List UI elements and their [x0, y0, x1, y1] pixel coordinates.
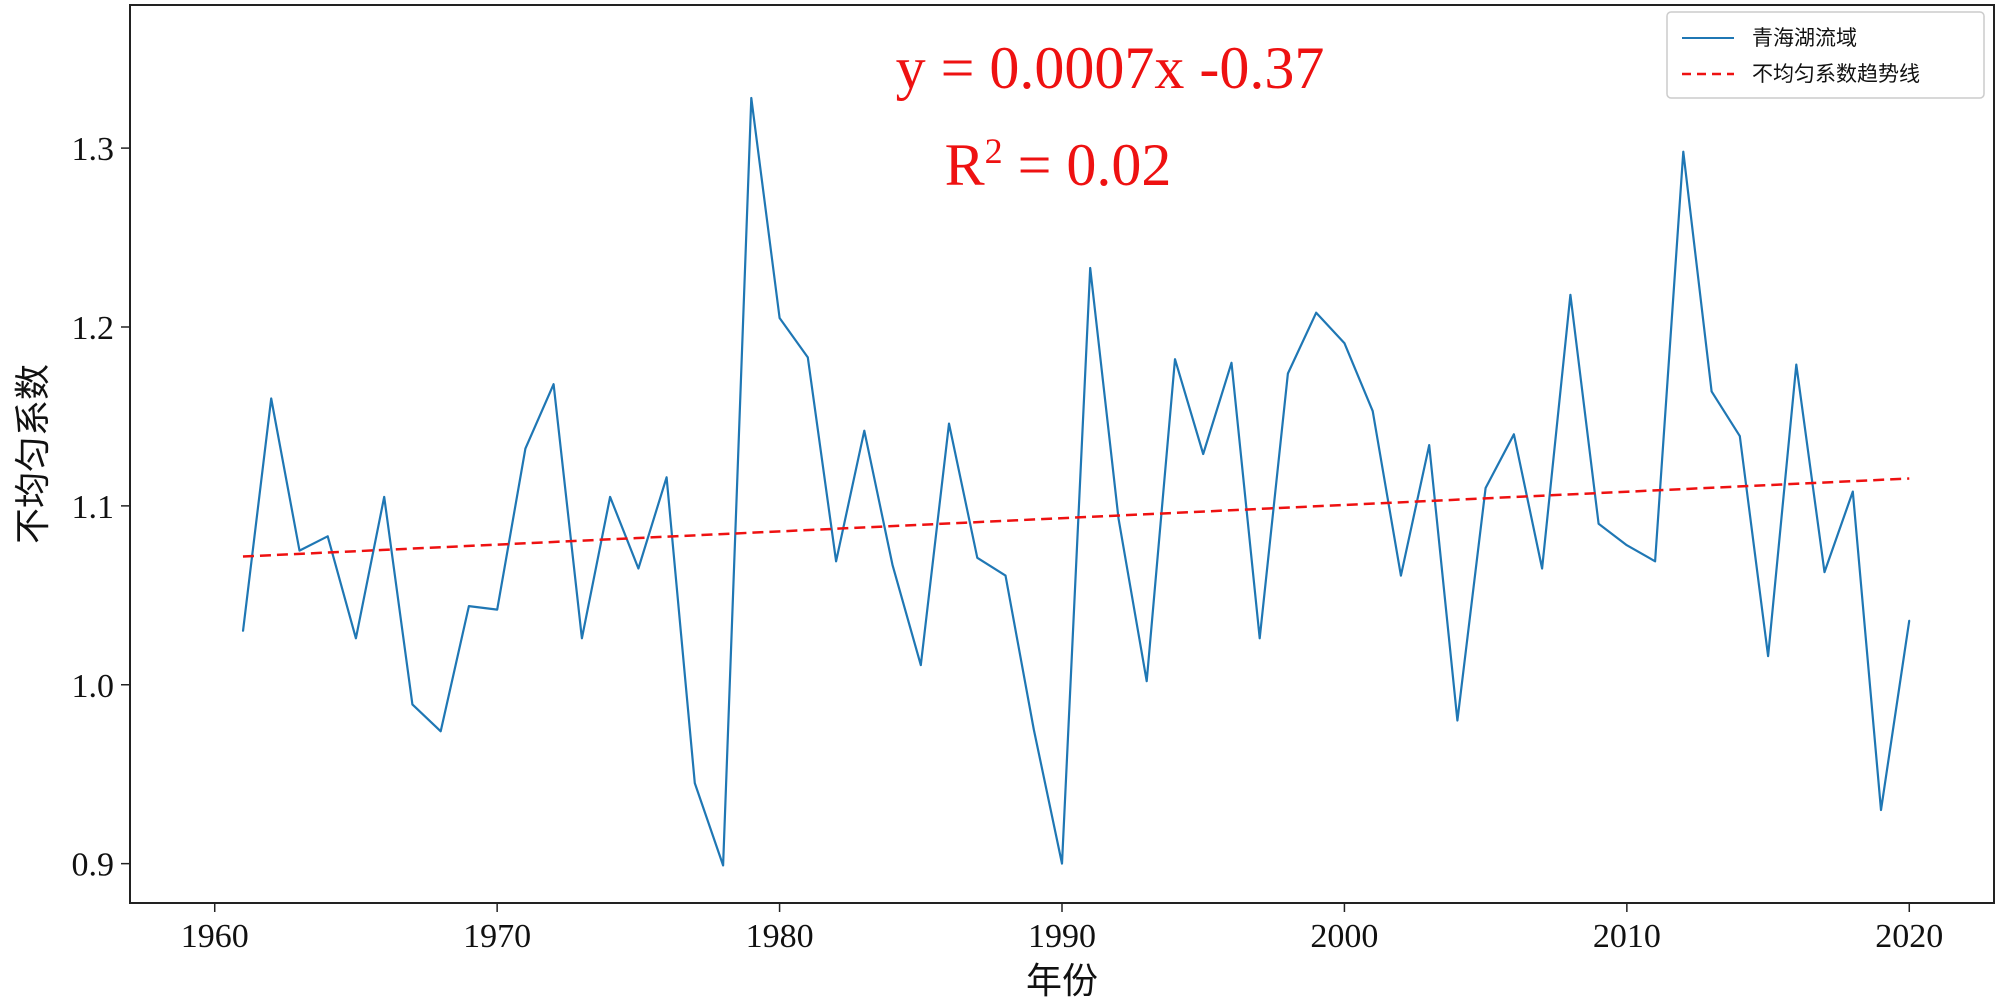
- series-point-2004: [1456, 719, 1459, 722]
- series-point-1968: [439, 730, 442, 733]
- series-point-2009: [1597, 522, 1600, 525]
- series-point-1981: [807, 356, 809, 359]
- series-point-2010: [1626, 544, 1628, 547]
- ticks-layer: 1960 1970 1980 1990 2000 2010 2020 0.9 1.0 1.1 1.2…: [72, 131, 1944, 955]
- series-point-1967: [411, 703, 414, 706]
- series-point-2001: [1371, 410, 1374, 412]
- series-point-1976: [665, 476, 668, 479]
- series-point-1977: [694, 782, 696, 784]
- series-point-1966: [383, 496, 385, 498]
- y-tick-label-1.0: 1.0: [72, 668, 115, 705]
- series-point-2007: [1541, 567, 1543, 570]
- series-point-1990: [1061, 862, 1063, 865]
- x-tick-label-1990: 1990: [1028, 918, 1096, 955]
- series-point-2015: [1767, 655, 1769, 657]
- series-point-2019: [1880, 809, 1882, 811]
- y-tick-label-0.9: 0.9: [72, 847, 115, 884]
- series-point-2020: [1908, 619, 1911, 622]
- legend: 青海湖流域 不均匀系数趋势线: [1666, 11, 1985, 99]
- legend-box: [1666, 11, 1985, 99]
- r-squared-symbol: R: [945, 132, 985, 198]
- trend-equation: y = 0.0007x -0.37: [896, 35, 1325, 101]
- series-point-1973: [581, 637, 583, 640]
- series-point-1991: [1089, 267, 1092, 269]
- series-point-2002: [1400, 574, 1402, 577]
- series-point-2018: [1851, 490, 1854, 493]
- series-point-1988: [1004, 574, 1007, 577]
- r-squared-value: = 0.02: [1003, 132, 1172, 198]
- legend-series-label: 青海湖流域: [1752, 26, 1857, 50]
- series-point-1983: [863, 429, 866, 432]
- r-squared-annotation: R2 = 0.02: [945, 131, 1172, 198]
- series-point-1969: [468, 605, 470, 607]
- series-point-1994: [1174, 358, 1176, 360]
- series-point-1993: [1145, 680, 1148, 682]
- x-tick-label-2020: 2020: [1875, 918, 1943, 955]
- r-squared-superscript: 2: [985, 131, 1003, 171]
- series-point-1998: [1287, 372, 1289, 375]
- series-point-2008: [1569, 293, 1572, 296]
- series-point-2016: [1795, 363, 1798, 366]
- series-line-qinghai-lake: [241, 96, 1911, 867]
- series-point-1971: [524, 447, 527, 450]
- series-point-2006: [1513, 433, 1515, 436]
- series-point-1965: [355, 637, 357, 640]
- y-tick-label-1.2: 1.2: [72, 310, 115, 347]
- x-tick-label-2000: 2000: [1310, 918, 1378, 955]
- x-axis-title: 年份: [1026, 961, 1098, 1002]
- x-tick-label-2010: 2010: [1593, 918, 1661, 955]
- series-point-1996: [1230, 361, 1233, 364]
- series-point-1970: [496, 608, 498, 611]
- x-tick-label-1960: 1960: [181, 918, 249, 955]
- x-tick-label-1970: 1970: [463, 918, 531, 955]
- series-point-1989: [1032, 728, 1035, 731]
- series-point-1995: [1202, 453, 1205, 455]
- series-point-1980: [778, 317, 781, 319]
- series-point-2014: [1739, 435, 1741, 437]
- series-point-2005: [1484, 487, 1487, 489]
- y-axis-title: 不均匀系数: [13, 364, 54, 544]
- trend-line: [242, 477, 1910, 558]
- plot-layer: [241, 96, 1911, 867]
- series-point-2011: [1654, 560, 1656, 563]
- series-point-1975: [637, 567, 640, 570]
- series-point-1997: [1258, 637, 1261, 640]
- legend-trend-label: 不均匀系数趋势线: [1752, 62, 1920, 86]
- y-tick-label-1.3: 1.3: [72, 131, 115, 168]
- series-point-1962: [270, 397, 273, 400]
- series-point-2017: [1823, 571, 1826, 573]
- series-point-2012: [1682, 150, 1685, 153]
- series-point-1987: [976, 556, 979, 559]
- series-point-1972: [552, 383, 555, 386]
- series-point-2013: [1710, 390, 1713, 393]
- series-point-2003: [1428, 444, 1430, 446]
- series-point-1984: [891, 564, 894, 566]
- series-point-1992: [1117, 517, 1120, 520]
- series-point-1974: [609, 496, 611, 498]
- series-point-1978: [722, 864, 724, 867]
- series-point-1999: [1315, 311, 1317, 314]
- series-point-1963: [298, 549, 301, 552]
- y-tick-label-1.1: 1.1: [72, 489, 115, 526]
- series-point-1986: [948, 422, 950, 425]
- series-point-1961: [242, 630, 244, 632]
- series-point-1979: [750, 97, 753, 99]
- series-point-1982: [835, 560, 837, 563]
- x-tick-label-1980: 1980: [746, 918, 814, 955]
- series-point-1964: [326, 535, 329, 538]
- series-point-1985: [919, 664, 922, 666]
- series-point-2000: [1343, 342, 1346, 344]
